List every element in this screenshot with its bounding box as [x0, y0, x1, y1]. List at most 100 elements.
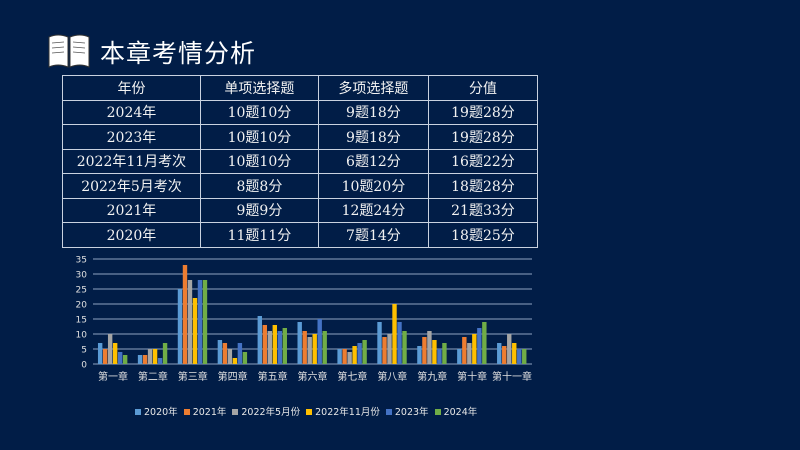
legend-label: 2024年: [443, 407, 478, 418]
bar: [512, 343, 517, 364]
x-tick-label: 第七章: [337, 370, 367, 383]
bar: [242, 352, 248, 364]
bar: [257, 316, 262, 364]
table-cell: 9题9分: [199, 197, 319, 223]
bar: [387, 334, 392, 364]
table-cell: 6题12分: [317, 148, 429, 174]
bar: [97, 343, 103, 364]
column-header: 多项选择题: [317, 75, 429, 101]
bar: [462, 337, 467, 364]
table-cell: 18题28分: [427, 173, 539, 199]
table-cell: 2020年: [62, 222, 201, 248]
bar: [467, 343, 472, 364]
bar: [182, 265, 188, 364]
legend-item: 2022年5月份: [232, 404, 300, 418]
y-tick-label: 25: [76, 286, 87, 296]
bar: [517, 349, 522, 364]
table-cell: 2022年11月考次: [62, 148, 201, 174]
bar: [422, 337, 427, 364]
bar: [202, 280, 208, 364]
bar: [222, 343, 228, 364]
bar: [262, 325, 267, 364]
bar: [442, 343, 447, 364]
y-tick-label: 10: [76, 331, 88, 341]
bar: [232, 358, 238, 364]
table-cell: 11题11分: [199, 222, 319, 248]
table-row: 2021年 9题9分 12题24分 21题33分: [62, 197, 539, 223]
bar: [437, 349, 442, 364]
bar: [502, 346, 507, 364]
bar: [342, 349, 347, 364]
legend-item: 2021年: [183, 404, 226, 418]
x-tick-label: 第一章: [98, 370, 128, 383]
bar: [317, 319, 322, 364]
bar: [217, 340, 223, 364]
chart-legend: 2020年 2021年 2022年5月份 2022年11月份 2023年 2024年: [135, 404, 477, 418]
bar: [297, 322, 302, 364]
bar: [147, 349, 153, 364]
x-tick-label: 第八章: [377, 370, 407, 383]
table-cell: 9题18分: [317, 99, 429, 125]
table-cell: 10题10分: [199, 148, 319, 174]
table-row: 2020年 11题11分 7题14分 18题25分: [62, 222, 539, 248]
bar: [402, 331, 407, 364]
y-tick-label: 30: [76, 271, 88, 281]
bar: [187, 280, 193, 364]
x-tick-label: 第十章: [457, 370, 487, 383]
table-cell: 8题8分: [199, 173, 319, 199]
x-tick-label: 第五章: [258, 370, 288, 383]
table-row: 2022年11月考次 10题10分 6题12分 16题22分: [62, 148, 539, 174]
legend-swatch: [232, 409, 239, 415]
bar: [457, 349, 462, 364]
legend-label: 2022年5月份: [241, 407, 301, 418]
x-tick-label: 第二章: [138, 370, 168, 383]
x-tick-label: 第九章: [417, 370, 447, 383]
bar: [337, 349, 342, 364]
bar: [307, 337, 312, 364]
bar: [392, 304, 397, 364]
legend-swatch: [385, 409, 392, 415]
bar: [267, 331, 272, 364]
legend-label: 2023年: [394, 407, 429, 418]
bar: [157, 358, 163, 364]
legend-label: 2020年: [144, 407, 178, 418]
table-cell: 10题10分: [199, 124, 319, 150]
bar: [362, 340, 367, 364]
bar: [102, 349, 108, 364]
table-cell: 16题22分: [427, 148, 539, 174]
bar: [302, 331, 307, 364]
bar: [477, 328, 482, 364]
bar: [312, 334, 317, 364]
y-tick-label: 20: [76, 301, 88, 311]
bar: [162, 343, 168, 364]
bar-chart: 0 5 10 15 20 25 30 35 第一章 第二章 第三章 第四章 第五章 第六章 第七章 第八章 第九…: [76, 256, 532, 384]
bar: [507, 334, 512, 364]
legend-swatch: [434, 409, 441, 415]
legend-swatch: [135, 409, 141, 415]
page-title: 本章考情分析: [100, 39, 257, 68]
bar: [417, 346, 422, 364]
column-header: 分值: [427, 75, 539, 101]
bar: [282, 328, 287, 364]
table-header-row: 年份 单项选择题 多项选择题 分值: [62, 75, 539, 101]
bar: [197, 280, 203, 364]
legend-item: 2024年: [434, 404, 478, 418]
bar: [277, 331, 282, 364]
table-cell: 18题25分: [427, 222, 539, 248]
table-cell: 10题10分: [199, 99, 319, 125]
bar: [382, 337, 387, 364]
bar: [347, 352, 352, 364]
bar: [377, 322, 382, 364]
legend-swatch: [306, 409, 313, 415]
x-tick-label: 第三章: [178, 370, 208, 383]
table-cell: 12题24分: [317, 197, 429, 223]
table-cell: 2024年: [62, 99, 201, 125]
bar: [497, 343, 502, 364]
y-tick-label: 5: [81, 346, 87, 356]
table-cell: 2023年: [62, 124, 201, 150]
bar: [432, 340, 437, 364]
table-cell: 19题28分: [427, 99, 539, 125]
table-row: 2024年 10题10分 9题18分 19题28分: [62, 99, 539, 125]
bar: [122, 355, 128, 364]
bar: [472, 334, 477, 364]
